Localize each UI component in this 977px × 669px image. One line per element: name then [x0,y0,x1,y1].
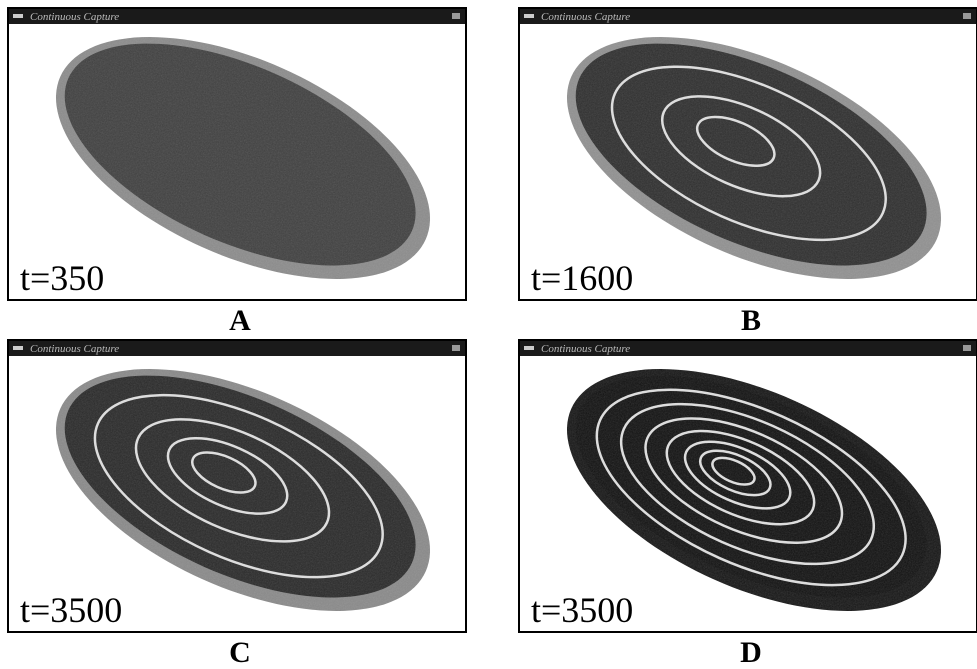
window-title: Continuous Capture [541,343,630,355]
panel-letter: B [741,304,761,337]
time-label: t=3500 [531,590,633,630]
figure: Continuous Capturet=350AContinuous Captu… [0,0,977,669]
window-icon [524,14,534,18]
panel-letter: A [229,304,251,337]
panel-letter: C [229,636,251,669]
window-icon [524,346,534,350]
panel: Continuous Capture t=3500 [8,319,466,661]
time-label: t=350 [20,258,104,298]
panel: Continuous Capture t=3500 [519,319,977,661]
window-title: Continuous Capture [541,11,630,23]
close-button [452,345,460,351]
window-title: Continuous Capture [30,343,119,355]
close-button [452,13,460,19]
panel: Continuous Capture t=350 [8,0,466,329]
window-icon [13,14,23,18]
close-button [963,345,971,351]
panel: Continuous Capture t=1600 [519,0,977,329]
window-icon [13,346,23,350]
time-label: t=3500 [20,590,122,630]
panel-letter: D [740,636,762,669]
window-title: Continuous Capture [30,11,119,23]
close-button [963,13,971,19]
time-label: t=1600 [531,258,633,298]
